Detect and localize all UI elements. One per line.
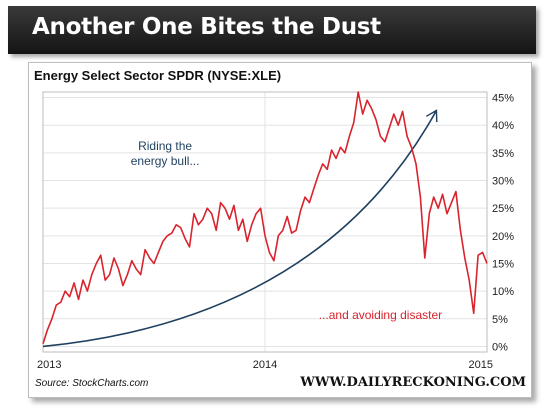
annotation-line: energy bull... xyxy=(131,154,200,168)
x-axis: 2013 2014 2015 xyxy=(37,359,493,371)
brand-url: WWW.DAILYRECKONING.COM xyxy=(300,375,526,390)
x-tick-label: 2014 xyxy=(253,359,277,371)
y-tick-label: 20% xyxy=(492,231,514,243)
y-tick-label: 25% xyxy=(492,203,514,215)
x-tick-label: 2013 xyxy=(37,359,61,371)
annotations: Riding the energy bull... ...and avoiding … xyxy=(131,139,442,322)
y-tick-label: 30% xyxy=(492,176,514,188)
y-tick-label: 35% xyxy=(492,148,514,160)
source-note: Source: StockCharts.com xyxy=(35,378,149,389)
y-tick-label: 0% xyxy=(492,341,508,353)
annotation-line: ...and avoiding disaster xyxy=(319,308,442,322)
trend-arrow xyxy=(42,109,438,348)
annotation-label: ...and avoiding disaster xyxy=(319,308,442,322)
y-tick-label: 15% xyxy=(492,258,514,270)
chart-title: Energy Select Sector SPDR (NYSE:XLE) xyxy=(34,68,282,83)
chart-panel xyxy=(28,62,532,398)
x-tick-label: 2015 xyxy=(469,359,493,371)
annotation-label: Riding the energy bull... xyxy=(131,139,200,168)
annotation-line: Riding the xyxy=(138,139,192,153)
y-tick-label: 10% xyxy=(492,286,514,298)
y-tick-label: 5% xyxy=(492,314,508,326)
plot-area xyxy=(42,91,488,353)
figure-title: Another One Bites the Dust xyxy=(32,14,381,40)
series-line-xle xyxy=(42,91,488,344)
y-axis: 0% 5% 10% 15% 20% 25% 30% 35% 40% 45% xyxy=(492,93,514,354)
title-banner: Another One Bites the Dust xyxy=(8,6,536,54)
y-tick-label: 40% xyxy=(492,120,514,132)
y-tick-label: 45% xyxy=(492,93,514,105)
